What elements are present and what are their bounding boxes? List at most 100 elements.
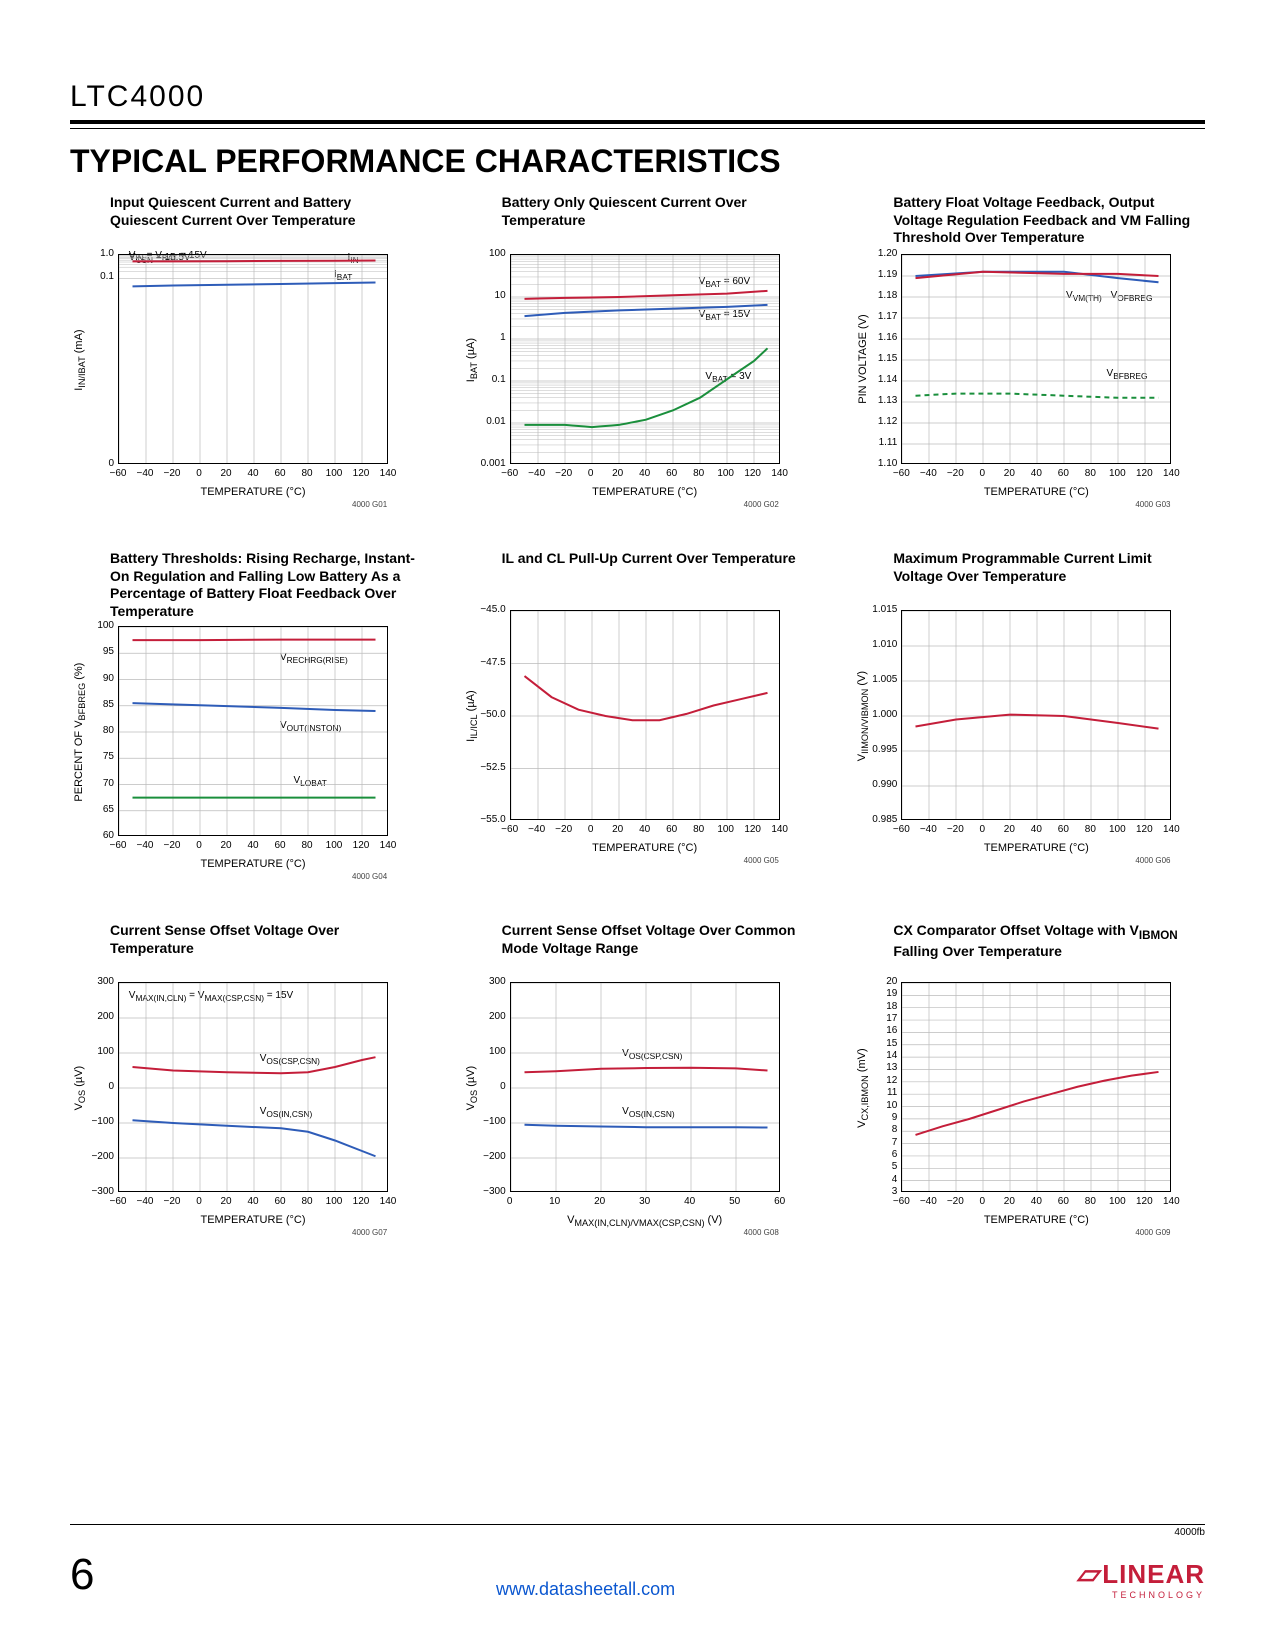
plot-area bbox=[118, 626, 388, 836]
footer-url[interactable]: www.datasheetall.com bbox=[496, 1579, 675, 1600]
chart-frame: VOS (µV)VMAX(IN,CLN)/VMAX(CSP,CSN) (V)01… bbox=[462, 982, 792, 1242]
y-axis-label: IIN/IBAT (mA) bbox=[73, 290, 87, 430]
x-tick: 10 bbox=[545, 1196, 565, 1207]
x-tick: 40 bbox=[243, 468, 263, 479]
y-tick: 100 bbox=[472, 1046, 506, 1057]
y-tick: 1.18 bbox=[863, 290, 897, 301]
y-tick: −300 bbox=[80, 1186, 114, 1197]
y-tick: 10 bbox=[863, 1100, 897, 1111]
x-tick: −60 bbox=[108, 468, 128, 479]
y-tick: 1.10 bbox=[863, 458, 897, 469]
part-number: LTC4000 bbox=[70, 80, 1205, 114]
x-tick: 60 bbox=[770, 1196, 790, 1207]
plot-area bbox=[510, 610, 780, 820]
y-tick: 1.015 bbox=[863, 604, 897, 615]
y-tick: 14 bbox=[863, 1050, 897, 1061]
x-axis-label: TEMPERATURE (°C) bbox=[118, 486, 388, 498]
x-tick: 100 bbox=[1107, 824, 1127, 835]
chart-id: 4000 G09 bbox=[1135, 1228, 1170, 1237]
y-tick: 0.1 bbox=[472, 374, 506, 385]
y-tick: 1.11 bbox=[863, 437, 897, 448]
chart-title: CX Comparator Offset Voltage with VIBMON… bbox=[853, 922, 1205, 976]
x-tick: 0 bbox=[972, 824, 992, 835]
chart-frame: PIN VOLTAGE (V)TEMPERATURE (°C)−60−40−20… bbox=[853, 254, 1183, 514]
x-tick: 80 bbox=[297, 468, 317, 479]
x-tick: −20 bbox=[554, 468, 574, 479]
x-tick: 100 bbox=[1107, 1196, 1127, 1207]
x-tick: 60 bbox=[270, 840, 290, 851]
chart-title: Current Sense Offset Voltage Over Common… bbox=[462, 922, 814, 976]
y-tick: 0.1 bbox=[80, 271, 114, 282]
logo-icon: ▱ bbox=[1077, 1558, 1099, 1589]
plot-area bbox=[510, 254, 780, 464]
chart-id: 4000 G06 bbox=[1135, 856, 1170, 865]
x-axis-label: TEMPERATURE (°C) bbox=[510, 486, 780, 498]
x-tick: 40 bbox=[243, 840, 263, 851]
x-tick: 60 bbox=[270, 1196, 290, 1207]
x-tick: 140 bbox=[770, 824, 790, 835]
x-tick: 120 bbox=[743, 824, 763, 835]
x-axis-label: VMAX(IN,CLN)/VMAX(CSP,CSN) (V) bbox=[510, 1214, 780, 1228]
chart-id: 4000 G01 bbox=[352, 500, 387, 509]
x-tick: 40 bbox=[635, 468, 655, 479]
chart-id: 4000 G08 bbox=[744, 1228, 779, 1237]
x-tick: 40 bbox=[635, 824, 655, 835]
x-tick: 60 bbox=[1053, 468, 1073, 479]
chart-title: Battery Thresholds: Rising Recharge, Ins… bbox=[70, 550, 422, 620]
chart-frame: PERCENT OF VBFBREG (%)TEMPERATURE (°C)−6… bbox=[70, 626, 400, 886]
y-tick: 1.000 bbox=[863, 709, 897, 720]
chart-frame: IIN/IBAT (mA)TEMPERATURE (°C)−60−40−2002… bbox=[70, 254, 400, 514]
x-tick: 40 bbox=[1026, 824, 1046, 835]
x-tick: 20 bbox=[999, 824, 1019, 835]
x-tick: 0 bbox=[500, 1196, 520, 1207]
series-line bbox=[133, 640, 376, 641]
x-tick: 50 bbox=[725, 1196, 745, 1207]
x-tick: 20 bbox=[216, 840, 236, 851]
x-tick: −60 bbox=[891, 468, 911, 479]
y-tick: −200 bbox=[472, 1151, 506, 1162]
y-tick: 10 bbox=[472, 290, 506, 301]
y-tick: 75 bbox=[80, 751, 114, 762]
y-tick: 1.19 bbox=[863, 269, 897, 280]
chart-4000-G04: Battery Thresholds: Rising Recharge, Ins… bbox=[70, 550, 422, 886]
x-tick: 100 bbox=[716, 468, 736, 479]
x-tick: −40 bbox=[527, 468, 547, 479]
y-tick: −200 bbox=[80, 1151, 114, 1162]
y-tick: 100 bbox=[80, 620, 114, 631]
x-tick: 20 bbox=[999, 468, 1019, 479]
x-tick: −60 bbox=[108, 840, 128, 851]
chart-4000-G03: Battery Float Voltage Feedback, Output V… bbox=[853, 194, 1205, 514]
y-tick: 7 bbox=[863, 1137, 897, 1148]
y-tick: 0.01 bbox=[472, 416, 506, 427]
x-tick: −40 bbox=[135, 1196, 155, 1207]
x-tick: −20 bbox=[162, 840, 182, 851]
x-tick: −20 bbox=[945, 1196, 965, 1207]
x-tick: −40 bbox=[918, 824, 938, 835]
y-tick: 17 bbox=[863, 1013, 897, 1024]
x-tick: 80 bbox=[297, 840, 317, 851]
y-tick: 100 bbox=[80, 1046, 114, 1057]
x-tick: 80 bbox=[1080, 824, 1100, 835]
y-tick: 1 bbox=[472, 332, 506, 343]
x-axis-label: TEMPERATURE (°C) bbox=[901, 1214, 1171, 1226]
x-tick: −20 bbox=[162, 468, 182, 479]
y-tick: 65 bbox=[80, 804, 114, 815]
y-tick: 60 bbox=[80, 830, 114, 841]
x-tick: 100 bbox=[324, 468, 344, 479]
chart-title: Maximum Programmable Current Limit Volta… bbox=[853, 550, 1205, 604]
x-tick: 40 bbox=[680, 1196, 700, 1207]
x-tick: 0 bbox=[581, 824, 601, 835]
chart-frame: VIIMON/VIBMON (V)TEMPERATURE (°C)−60−40−… bbox=[853, 610, 1183, 870]
x-tick: 20 bbox=[590, 1196, 610, 1207]
x-tick: 140 bbox=[1161, 824, 1181, 835]
chart-id: 4000 G02 bbox=[744, 500, 779, 509]
x-tick: −20 bbox=[945, 468, 965, 479]
logo-main-text: LINEAR bbox=[1102, 1559, 1205, 1589]
x-tick: 140 bbox=[770, 468, 790, 479]
x-tick: 140 bbox=[378, 840, 398, 851]
x-tick: 140 bbox=[378, 468, 398, 479]
y-tick: 90 bbox=[80, 673, 114, 684]
chart-frame: VOS (µV)TEMPERATURE (°C)−60−40−200204060… bbox=[70, 982, 400, 1242]
y-tick: 18 bbox=[863, 1001, 897, 1012]
footer-bar: 4000fb bbox=[70, 1524, 1205, 1538]
